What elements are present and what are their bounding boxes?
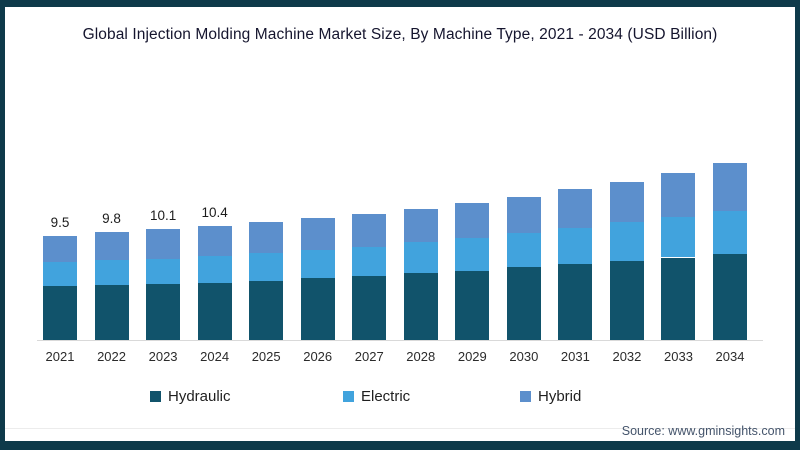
bar-segment-hydraulic-2024 (197, 282, 232, 340)
bar-segment-hydraulic-2029 (455, 270, 490, 340)
bar-segment-hydraulic-2026 (300, 278, 335, 340)
legend-item-hybrid: Hybrid (520, 388, 581, 405)
footer-divider (5, 428, 795, 429)
x-axis-label-2031: 2031 (560, 349, 590, 364)
bar-value-label-2023: 10.1 (149, 207, 177, 223)
bar-value-label-2024: 10.4 (201, 204, 228, 220)
x-axis-label-2023: 2023 (148, 349, 178, 364)
bar-segment-electric-2033 (661, 216, 696, 258)
bar-segment-electric-2025 (249, 253, 284, 281)
bar-segment-hybrid-2032 (609, 181, 644, 223)
bar-segment-hybrid-2029 (455, 202, 490, 238)
x-axis-label-2025: 2025 (251, 349, 281, 364)
x-axis-label-2033: 2033 (664, 349, 693, 364)
legend-swatch-hydraulic (150, 391, 161, 402)
legend-label-hybrid: Hybrid (538, 388, 582, 405)
bar-segment-hydraulic-2022 (94, 285, 129, 340)
bar-segment-hybrid-2025 (249, 222, 284, 254)
bar-segment-hydraulic-2031 (558, 264, 593, 340)
bar-segment-electric-2029 (455, 237, 490, 271)
bar-segment-hybrid-2026 (300, 217, 335, 250)
bar-segment-electric-2028 (403, 242, 438, 273)
bar-segment-hybrid-2031 (558, 189, 593, 228)
bar-segment-electric-2023 (146, 258, 181, 284)
x-axis-label-2022: 2022 (97, 349, 126, 364)
bar-segment-electric-2031 (558, 227, 593, 265)
chart-title: Global Injection Molding Machine Market … (82, 26, 718, 43)
bar-segment-hydraulic-2023 (146, 283, 181, 340)
legend-swatch-electric (343, 391, 354, 402)
bar-segment-electric-2032 (609, 222, 644, 261)
legend-item-electric: Electric (343, 388, 410, 405)
bar-segment-hydraulic-2034 (713, 254, 748, 340)
bar-segment-hydraulic-2028 (403, 272, 438, 340)
bar-segment-electric-2024 (197, 256, 232, 283)
bar-segment-hydraulic-2027 (352, 276, 387, 340)
bar-segment-electric-2034 (713, 211, 748, 255)
bar-segment-hydraulic-2032 (609, 260, 644, 340)
bar-segment-hybrid-2023 (146, 228, 181, 259)
x-axis-label-2026: 2026 (303, 349, 333, 364)
legend-swatch-hybrid (520, 391, 531, 402)
legend-label-electric: Electric (361, 388, 411, 405)
x-axis-label-2032: 2032 (612, 349, 642, 364)
legend-item-hydraulic: Hydraulic (150, 388, 231, 405)
source-attribution: Source: www.gminsights.com (621, 424, 785, 438)
bar-segment-hybrid-2033 (661, 172, 696, 217)
x-axis-label-2029: 2029 (457, 349, 487, 364)
bar-segment-hybrid-2034 (713, 162, 748, 212)
x-axis-line (37, 340, 763, 341)
bar-segment-electric-2030 (506, 233, 541, 268)
bar-segment-electric-2021 (43, 261, 77, 287)
bar-segment-hybrid-2022 (94, 232, 129, 260)
x-axis-label-2021: 2021 (45, 349, 75, 364)
bar-segment-hybrid-2024 (197, 225, 232, 257)
bar-segment-hybrid-2027 (352, 213, 387, 247)
bar-segment-hybrid-2028 (403, 209, 438, 243)
bar-segment-electric-2026 (300, 249, 335, 279)
x-axis-label-2024: 2024 (200, 349, 230, 364)
x-axis-label-2034: 2034 (715, 349, 745, 364)
bar-segment-hybrid-2021 (43, 235, 77, 262)
x-axis-label-2028: 2028 (406, 349, 436, 364)
bar-segment-hydraulic-2030 (506, 267, 541, 340)
x-axis-label-2030: 2030 (509, 349, 539, 364)
bar-segment-electric-2027 (352, 246, 387, 277)
bar-value-label-2022: 9.8 (102, 211, 121, 227)
bar-segment-electric-2022 (94, 259, 129, 285)
legend-label-hydraulic: Hydraulic (168, 388, 231, 405)
legend: Hydraulic Electric Hybrid (0, 388, 800, 408)
bar-segment-hydraulic-2025 (249, 280, 284, 340)
bar-segment-hydraulic-2021 (43, 286, 77, 340)
bar-value-label-2021: 9.5 (50, 214, 70, 230)
bar-segment-hydraulic-2033 (661, 257, 696, 340)
x-axis-label-2027: 2027 (354, 349, 384, 364)
bar-segment-hybrid-2030 (506, 197, 541, 234)
